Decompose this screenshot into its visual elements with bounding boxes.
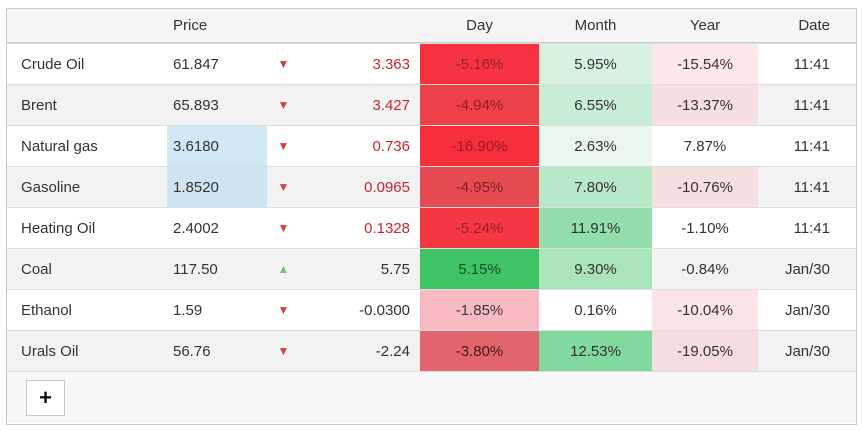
down-arrow-icon: ▼ xyxy=(277,180,290,194)
up-arrow-icon: ▲ xyxy=(277,262,290,276)
day-change-cell: -5.16% xyxy=(420,44,539,84)
month-change-cell: 0.16% xyxy=(539,290,652,330)
table-header-row: Price Day Month Year Date xyxy=(7,9,856,43)
change-value: 3.427 xyxy=(372,96,410,114)
price-cell: 1.8520 xyxy=(167,167,267,207)
change-value: -0.0300 xyxy=(359,301,410,319)
commodity-name: Coal xyxy=(21,260,52,278)
price-cell: 117.50 xyxy=(167,249,267,289)
price-value: 2.4002 xyxy=(173,219,219,237)
price-value: 1.8520 xyxy=(173,178,219,196)
down-arrow-icon: ▼ xyxy=(277,344,290,358)
day-change-cell: 5.15% xyxy=(420,249,539,289)
change-value: 3.363 xyxy=(372,55,410,73)
price-cell: 56.76 xyxy=(167,331,267,371)
day-change-cell: -3.80% xyxy=(420,331,539,371)
commodity-name: Gasoline xyxy=(21,178,81,196)
commodity-name: Brent xyxy=(21,96,57,114)
down-arrow-icon: ▼ xyxy=(277,303,290,317)
month-change-cell: 12.53% xyxy=(539,331,652,371)
column-header-change xyxy=(300,9,420,42)
table-row[interactable]: Urals Oil 56.76 ▼ -2.24 -3.80% 12.53% -1… xyxy=(7,330,856,371)
day-change-cell: -4.95% xyxy=(420,167,539,207)
table-row[interactable]: Coal 117.50 ▲ 5.75 5.15% 9.30% -0.84% Ja… xyxy=(7,248,856,289)
year-change-cell: -10.04% xyxy=(652,290,758,330)
column-header-price: Price xyxy=(173,17,208,34)
year-change-cell: -10.76% xyxy=(652,167,758,207)
price-value: 65.893 xyxy=(173,96,219,114)
table-row[interactable]: Heating Oil 2.4002 ▼ 0.1328 -5.24% 11.91… xyxy=(7,207,856,248)
down-arrow-icon: ▼ xyxy=(277,98,290,112)
day-change-cell: -4.94% xyxy=(420,85,539,125)
column-header-date: Date xyxy=(798,17,830,34)
price-cell: 2.4002 xyxy=(167,208,267,248)
change-value: 0.0965 xyxy=(364,178,410,196)
column-header-year: Year xyxy=(689,17,721,34)
date-value: Jan/30 xyxy=(784,342,830,360)
price-value: 3.6180 xyxy=(173,137,219,155)
day-change-cell: -1.85% xyxy=(420,290,539,330)
month-change-cell: 7.80% xyxy=(539,167,652,207)
price-value: 61.847 xyxy=(173,55,219,73)
year-change-cell: -15.54% xyxy=(652,44,758,84)
price-cell: 65.893 xyxy=(167,85,267,125)
month-change-cell: 5.95% xyxy=(539,44,652,84)
price-cell: 3.6180 xyxy=(167,126,267,166)
table-row[interactable]: Natural gas 3.6180 ▼ 0.736 -16.90% 2.63%… xyxy=(7,125,856,166)
column-header-day: Day xyxy=(466,17,493,34)
date-value: 11:41 xyxy=(793,137,830,155)
year-change-cell: -1.10% xyxy=(652,208,758,248)
year-change-cell: -0.84% xyxy=(681,260,729,278)
table-row[interactable]: Ethanol 1.59 ▼ -0.0300 -1.85% 0.16% -10.… xyxy=(7,289,856,330)
column-header-direction xyxy=(267,9,300,42)
date-value: Jan/30 xyxy=(784,260,830,278)
date-value: 11:41 xyxy=(793,219,830,237)
commodity-name: Urals Oil xyxy=(21,342,79,360)
price-cell: 1.59 xyxy=(167,290,267,330)
date-value: Jan/30 xyxy=(784,301,830,319)
commodity-name: Natural gas xyxy=(21,137,98,155)
month-change-cell: 9.30% xyxy=(539,249,652,289)
day-change-cell: -5.24% xyxy=(420,208,539,248)
price-cell: 61.847 xyxy=(167,44,267,84)
add-commodity-button[interactable]: + xyxy=(26,379,65,416)
down-arrow-icon: ▼ xyxy=(277,57,290,71)
month-change-cell: 6.55% xyxy=(539,85,652,125)
change-value: 5.75 xyxy=(380,260,410,278)
commodity-name: Ethanol xyxy=(21,301,72,319)
table-row[interactable]: Brent 65.893 ▼ 3.427 -4.94% 6.55% -13.37… xyxy=(7,84,856,125)
table-row[interactable]: Gasoline 1.8520 ▼ 0.0965 -4.95% 7.80% -1… xyxy=(7,166,856,207)
commodities-table: Price Day Month Year Date Crude Oil 61.8… xyxy=(6,8,857,425)
year-change-cell: 7.87% xyxy=(652,126,758,166)
price-value: 1.59 xyxy=(173,301,203,319)
year-change-cell: -19.05% xyxy=(652,331,758,371)
table-footer: + xyxy=(7,371,856,423)
date-value: 11:41 xyxy=(793,178,830,196)
commodity-name: Heating Oil xyxy=(21,219,96,237)
day-change-cell: -16.90% xyxy=(420,126,539,166)
commodity-name: Crude Oil xyxy=(21,55,85,73)
price-value: 117.50 xyxy=(173,260,218,278)
month-change-cell: 2.63% xyxy=(539,126,652,166)
date-value: 11:41 xyxy=(793,96,830,114)
year-change-cell: -13.37% xyxy=(652,85,758,125)
down-arrow-icon: ▼ xyxy=(277,139,290,153)
price-value: 56.76 xyxy=(173,342,211,360)
date-value: 11:41 xyxy=(793,55,830,73)
change-value: 0.1328 xyxy=(364,219,410,237)
table-row[interactable]: Crude Oil 61.847 ▼ 3.363 -5.16% 5.95% -1… xyxy=(7,43,856,84)
change-value: 0.736 xyxy=(372,137,410,155)
change-value: -2.24 xyxy=(375,342,410,360)
down-arrow-icon: ▼ xyxy=(277,221,290,235)
month-change-cell: 11.91% xyxy=(539,208,652,248)
column-header-month: Month xyxy=(574,17,617,34)
column-header-name xyxy=(7,9,167,42)
